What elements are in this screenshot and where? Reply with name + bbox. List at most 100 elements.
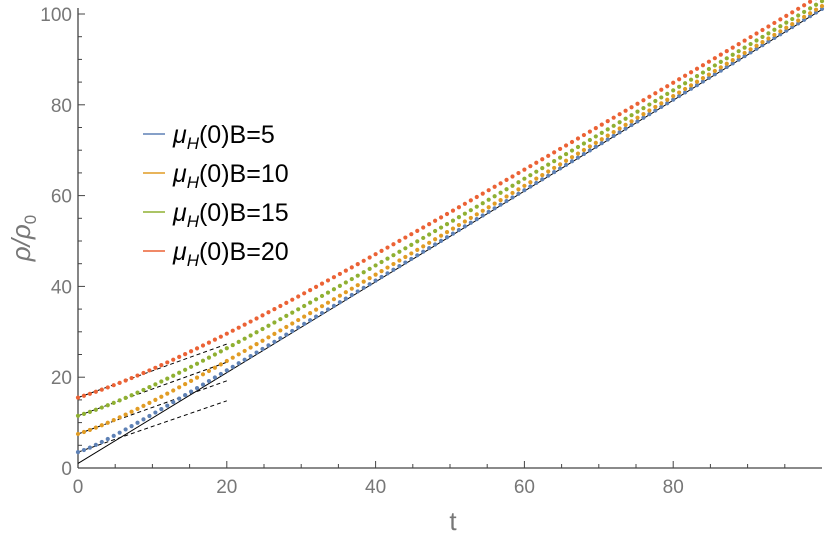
data-point [599, 130, 604, 135]
data-point [355, 273, 360, 278]
data-point [427, 232, 432, 237]
data-point [284, 324, 289, 330]
data-point [522, 167, 527, 172]
data-point [760, 34, 765, 40]
data-point [587, 148, 592, 153]
data-point [194, 375, 200, 380]
data-point [671, 80, 676, 85]
data-point [552, 169, 557, 175]
data-point [766, 36, 771, 41]
data-point [724, 49, 729, 54]
data-point [415, 239, 420, 244]
data-point [105, 436, 110, 442]
data-point [468, 198, 473, 203]
data-point [480, 208, 485, 213]
data-point [248, 319, 253, 324]
data-point [712, 63, 717, 68]
data-point [427, 245, 432, 251]
series-points [75, 0, 825, 418]
data-point [599, 140, 604, 146]
data-point [260, 326, 265, 332]
data-point [790, 24, 795, 30]
legend-entry: μH(0)B=10 [172, 160, 289, 192]
data-point [218, 371, 223, 377]
data-point [129, 375, 134, 381]
data-point [93, 407, 98, 412]
data-point [415, 253, 420, 258]
data-point [516, 187, 521, 192]
data-point [135, 373, 140, 378]
data-point [712, 72, 717, 77]
data-point [492, 201, 497, 206]
data-point [123, 412, 128, 417]
data-point [254, 316, 259, 321]
data-point [772, 35, 777, 41]
data-point [450, 226, 456, 231]
data-point [677, 90, 682, 95]
data-point [617, 126, 622, 131]
data-point [444, 230, 450, 235]
data-point [700, 76, 706, 81]
data-point [319, 310, 325, 316]
data-point [605, 127, 610, 132]
series-points [75, 3, 825, 437]
data-point [242, 357, 247, 362]
data-points [75, 0, 825, 455]
data-point [200, 358, 206, 363]
data-point [99, 387, 104, 392]
data-point [688, 83, 694, 88]
data-point [617, 130, 622, 135]
data-point [540, 172, 545, 178]
y-tick-label: 60 [51, 187, 72, 208]
data-point [700, 70, 706, 75]
data-point [308, 300, 313, 305]
data-point [635, 119, 640, 124]
data-point [736, 42, 741, 47]
data-point [438, 225, 444, 230]
data-point [81, 447, 87, 453]
data-point [218, 362, 223, 367]
data-point [409, 256, 414, 262]
data-point [480, 191, 485, 196]
data-point [105, 420, 110, 425]
data-point [778, 29, 783, 34]
data-point [510, 174, 515, 179]
data-point [736, 57, 741, 62]
data-point [700, 79, 706, 84]
data-point [367, 282, 372, 287]
data-point [135, 390, 140, 395]
data-point [653, 91, 658, 96]
x-tick-label: 0 [73, 477, 84, 498]
data-point [319, 293, 325, 299]
data-point [647, 102, 652, 107]
data-point [760, 43, 765, 48]
data-point [623, 126, 628, 131]
data-point [248, 333, 253, 338]
data-point [117, 415, 122, 420]
data-point [379, 248, 384, 253]
data-point [563, 143, 569, 148]
data-point [813, 7, 819, 12]
data-point [784, 20, 789, 25]
data-point [236, 325, 241, 330]
data-point [433, 242, 438, 247]
data-point [224, 358, 229, 364]
data-point [587, 129, 592, 134]
data-point [569, 155, 575, 160]
data-point [433, 218, 438, 223]
data-point [778, 17, 783, 22]
data-point [706, 72, 712, 77]
data-point [808, 14, 813, 19]
data-point [403, 235, 408, 240]
data-point [361, 270, 366, 275]
data-point [123, 427, 128, 432]
data-point [87, 391, 92, 396]
data-point [272, 320, 277, 325]
data-point [575, 151, 581, 156]
data-point [802, 14, 807, 19]
data-point [183, 352, 188, 357]
data-point [385, 256, 390, 261]
data-point [754, 38, 759, 43]
data-point [427, 222, 432, 227]
data-point [361, 258, 366, 263]
